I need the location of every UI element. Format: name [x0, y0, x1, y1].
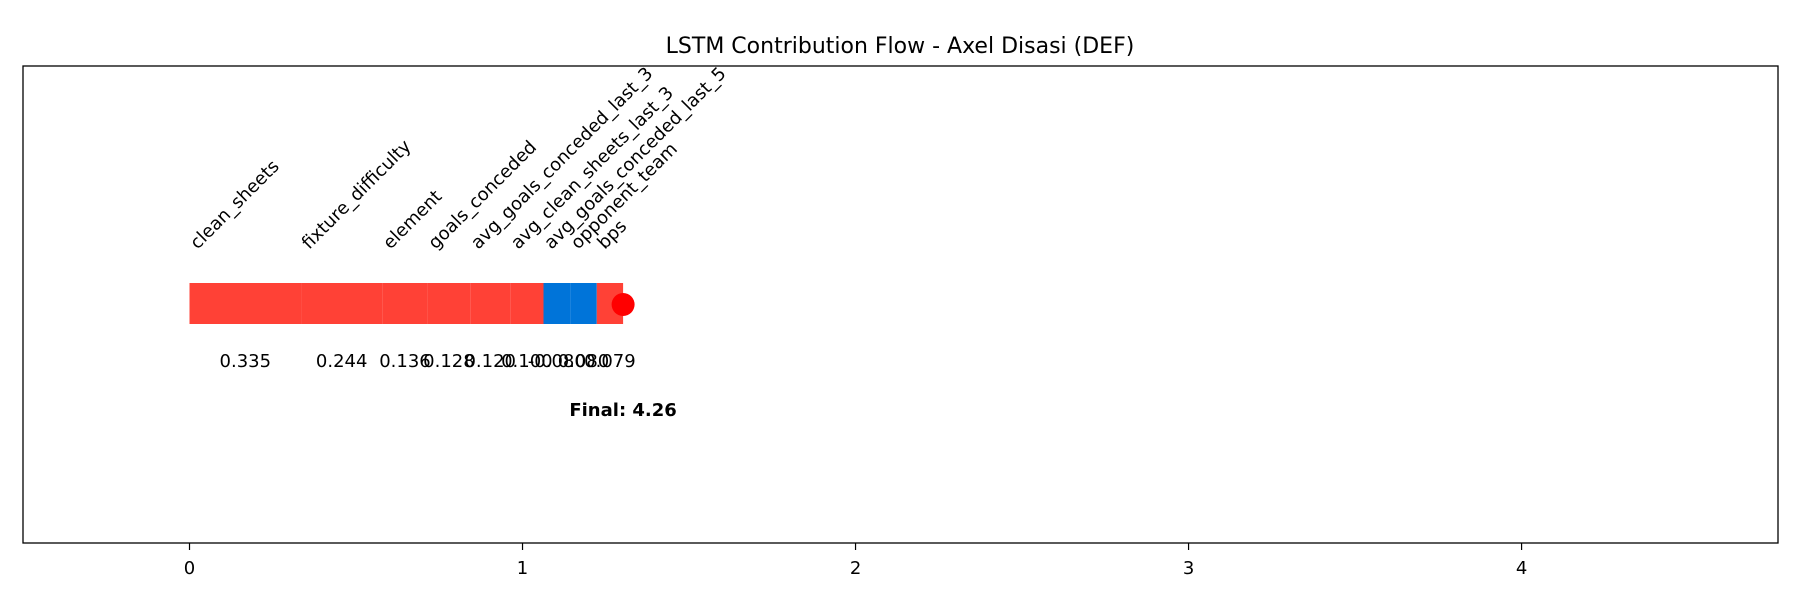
bar-segment-opponent-team	[570, 283, 597, 324]
value-label: 0.080	[558, 351, 610, 372]
x-tick-label: 3	[1183, 558, 1194, 579]
bar-segment-element	[382, 283, 428, 324]
bar-segment-clean-sheets	[189, 283, 302, 324]
x-tick-label: 0	[184, 558, 195, 579]
value-label: 0.100	[501, 351, 553, 372]
x-tick-label: 1	[517, 558, 528, 579]
value-label: 0.136	[379, 351, 431, 372]
feature-label: clean_sheets	[186, 156, 283, 253]
bar-segment-avg-goals-conceded-last-5	[543, 283, 571, 324]
value-label: -0.080	[528, 351, 586, 372]
x-tick-label: 4	[1516, 558, 1527, 579]
value-labels: 0.335 0.244 0.1360.1280.1200.100-0.0800.08…	[220, 351, 636, 372]
value-label: 0.079	[584, 351, 636, 372]
bar-segments	[189, 283, 624, 324]
x-axis: 0 1 2 3 4	[184, 543, 1527, 579]
final-label: Final: 4.26	[569, 400, 676, 421]
bar-segment-avg-goals-conceded-last-3	[470, 283, 511, 324]
final-marker	[611, 293, 635, 316]
value-label: 0.335	[220, 351, 272, 372]
bar-segment-goals-conceded	[427, 283, 471, 324]
bar-segment-fixture-difficulty	[301, 283, 383, 324]
value-label: 0.128	[423, 351, 475, 372]
value-label: 0.244	[316, 351, 368, 372]
x-tick-label: 2	[850, 558, 861, 579]
value-label: 0.120	[464, 351, 516, 372]
chart-title: LSTM Contribution Flow - Axel Disasi (DE…	[666, 34, 1135, 59]
feature-labels: clean_sheets fixture_difficultyelementgoa…	[186, 63, 730, 253]
plot-frame	[22, 65, 1779, 544]
bar-segment-avg-clean-sheets-last-3	[510, 283, 544, 324]
